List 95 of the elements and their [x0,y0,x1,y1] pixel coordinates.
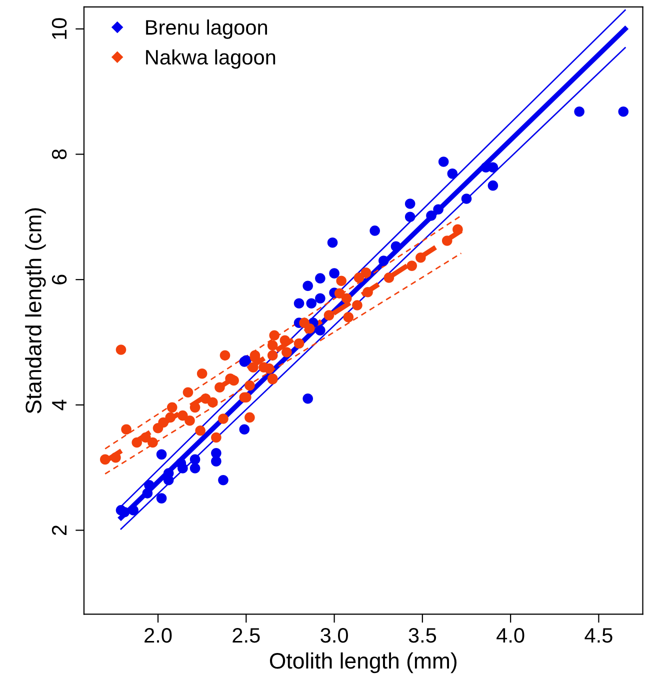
point [184,415,195,426]
point [294,338,304,349]
point [269,330,280,341]
point [244,412,255,423]
point [404,198,416,209]
point [343,312,354,322]
point [244,380,255,391]
point [190,463,200,474]
point [208,397,218,408]
legend-label: Brenu lagoon [146,19,267,39]
point [416,252,426,263]
point [315,273,326,284]
y-tick-label: 2 [52,526,66,536]
point [378,256,389,266]
point [116,344,126,355]
point [280,335,290,346]
x-axis-title: Otolith length (mm) [270,652,456,674]
point [488,162,498,173]
point [267,340,278,351]
point [156,493,167,504]
point [461,194,472,204]
point [166,402,178,413]
point [178,410,188,421]
x-tick-label: 3.0 [320,628,348,643]
point [384,272,394,283]
point [163,468,174,478]
point [360,268,372,278]
point [341,293,352,304]
point [140,432,151,443]
point [442,236,452,246]
point [315,293,326,304]
y-tick-label: 4 [52,400,66,410]
point [433,204,444,215]
y-axis-title: Standard length (cm) [25,208,46,414]
point [182,387,194,398]
point [228,375,239,386]
point [390,241,402,252]
point [327,237,338,248]
point [211,456,222,466]
x-tick-label: 3.5 [408,628,436,643]
point [128,505,138,516]
point [406,260,417,271]
point [156,449,167,460]
point [294,298,304,309]
point [306,298,317,309]
point [302,394,313,404]
point [196,368,208,379]
point [329,268,340,278]
point [195,425,206,436]
point [336,276,346,286]
x-tick-label: 4.0 [496,628,524,643]
point [220,350,230,361]
point [438,156,449,167]
point [190,454,200,465]
y-tick-label: 8 [52,149,67,160]
point [267,350,278,361]
point [488,180,498,191]
y-tick-label: 10 [52,18,67,39]
point [158,417,168,428]
point [121,424,132,435]
point [165,412,176,423]
point [452,224,463,235]
point [211,432,222,443]
point [315,325,326,336]
point [574,106,584,117]
x-tick-label: 2.5 [232,628,260,643]
point [148,437,158,448]
point [100,454,110,465]
point [110,452,121,463]
point [248,362,258,372]
point [324,310,334,320]
point [362,286,373,298]
point [304,323,315,334]
point [370,226,380,236]
point [404,212,416,222]
point [334,288,345,299]
point [190,402,200,413]
point [239,424,250,435]
point [618,106,629,117]
point [264,363,274,374]
point [352,300,362,310]
point [132,437,142,448]
x-tick-label: 2.0 [144,628,172,643]
point [218,414,228,424]
point [302,280,313,292]
point [354,272,364,283]
point [447,168,458,179]
x-tick-label: 4.5 [584,628,612,643]
point [178,463,188,474]
point [282,347,292,358]
legend-label: Nakwa lagoon [146,49,276,69]
point [214,382,225,393]
y-tick-label: 6 [52,274,67,284]
point [426,210,436,221]
point [218,474,228,486]
